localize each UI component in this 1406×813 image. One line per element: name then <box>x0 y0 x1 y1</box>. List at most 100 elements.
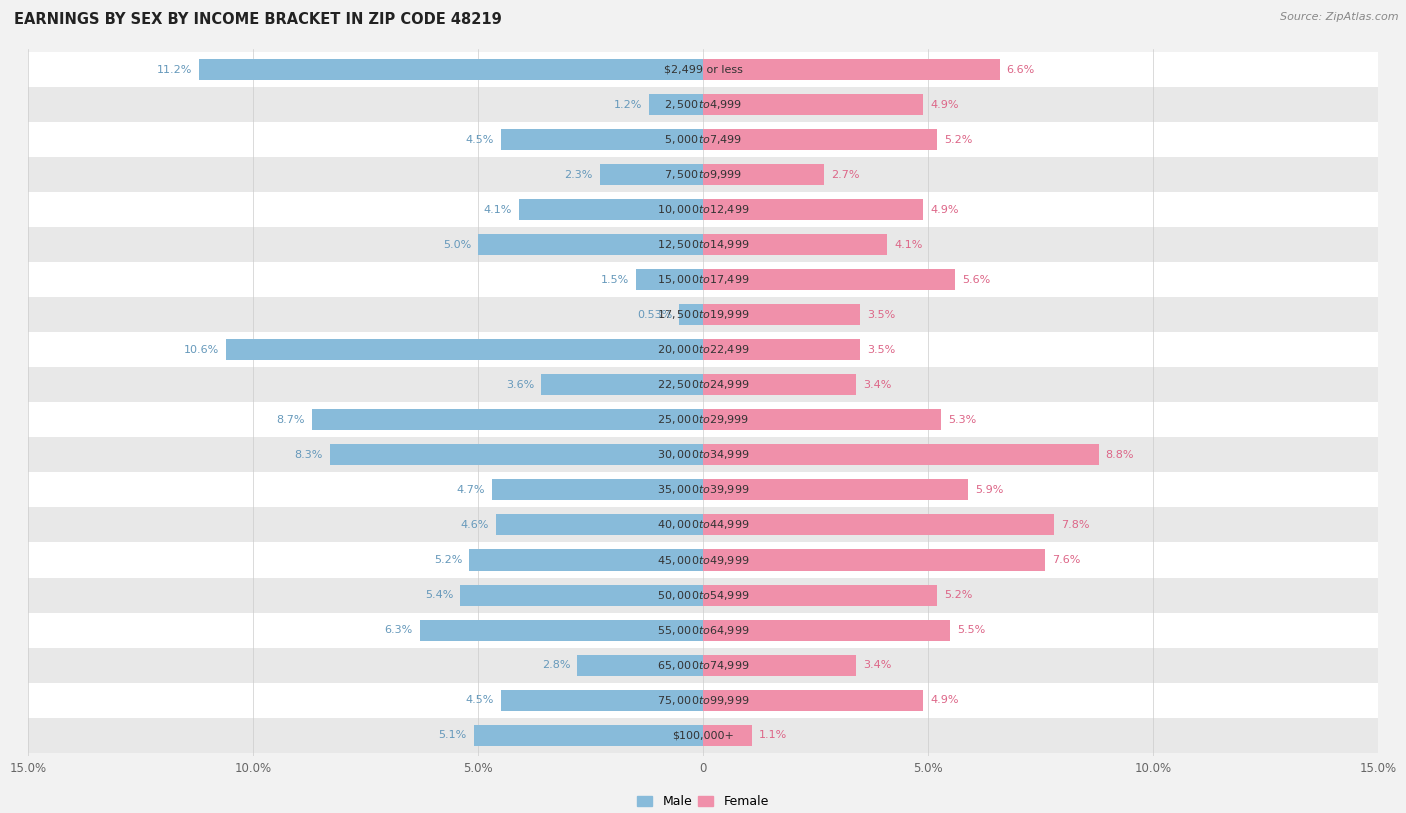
Bar <box>28 333 1378 367</box>
Bar <box>492 480 703 501</box>
Bar <box>703 410 942 430</box>
Bar <box>703 269 955 290</box>
Bar <box>28 228 1378 263</box>
Bar <box>576 654 703 676</box>
Bar <box>470 550 703 571</box>
Bar <box>703 339 860 360</box>
Text: $7,500 to $9,999: $7,500 to $9,999 <box>664 168 742 181</box>
Bar <box>28 683 1378 718</box>
Bar <box>478 234 703 255</box>
Text: 8.3%: 8.3% <box>294 450 323 460</box>
Bar <box>460 585 703 606</box>
Text: $5,000 to $7,499: $5,000 to $7,499 <box>664 133 742 146</box>
Bar <box>679 304 703 325</box>
Bar <box>200 59 703 80</box>
Bar <box>636 269 703 290</box>
Text: 10.6%: 10.6% <box>184 345 219 355</box>
Bar <box>28 612 1378 647</box>
Text: 3.4%: 3.4% <box>863 660 891 670</box>
Text: 7.8%: 7.8% <box>1060 520 1090 530</box>
Bar <box>703 129 936 150</box>
Bar <box>28 367 1378 402</box>
Text: 11.2%: 11.2% <box>157 65 193 75</box>
Bar <box>28 437 1378 472</box>
Bar <box>703 480 969 501</box>
Bar <box>28 193 1378 228</box>
Bar <box>703 445 1099 466</box>
Bar <box>329 445 703 466</box>
Text: $35,000 to $39,999: $35,000 to $39,999 <box>657 484 749 497</box>
Bar <box>703 199 924 220</box>
Bar <box>703 164 824 185</box>
Bar <box>28 577 1378 612</box>
Text: 4.1%: 4.1% <box>894 240 922 250</box>
Bar <box>28 718 1378 753</box>
Text: 2.8%: 2.8% <box>541 660 571 670</box>
Bar <box>28 507 1378 542</box>
Text: 1.2%: 1.2% <box>614 100 643 110</box>
Text: 2.3%: 2.3% <box>564 170 593 180</box>
Bar <box>474 724 703 746</box>
Bar <box>599 164 703 185</box>
Bar <box>703 654 856 676</box>
Bar <box>703 550 1045 571</box>
Text: 6.3%: 6.3% <box>385 625 413 635</box>
Text: 4.5%: 4.5% <box>465 135 494 145</box>
Text: 5.6%: 5.6% <box>962 275 990 285</box>
Bar <box>703 304 860 325</box>
Bar <box>28 158 1378 193</box>
Text: $22,500 to $24,999: $22,500 to $24,999 <box>657 378 749 391</box>
Text: $65,000 to $74,999: $65,000 to $74,999 <box>657 659 749 672</box>
Bar <box>28 263 1378 298</box>
Text: 5.1%: 5.1% <box>439 730 467 740</box>
Text: $40,000 to $44,999: $40,000 to $44,999 <box>657 519 749 532</box>
Bar <box>703 94 924 115</box>
Text: 3.6%: 3.6% <box>506 380 534 390</box>
Bar <box>419 620 703 641</box>
Text: $55,000 to $64,999: $55,000 to $64,999 <box>657 624 749 637</box>
Bar <box>650 94 703 115</box>
Bar <box>28 647 1378 683</box>
Text: 0.53%: 0.53% <box>637 310 672 320</box>
Legend: Male, Female: Male, Female <box>633 790 773 813</box>
Text: 5.2%: 5.2% <box>943 135 972 145</box>
Text: 4.6%: 4.6% <box>461 520 489 530</box>
Text: EARNINGS BY SEX BY INCOME BRACKET IN ZIP CODE 48219: EARNINGS BY SEX BY INCOME BRACKET IN ZIP… <box>14 12 502 27</box>
Bar <box>312 410 703 430</box>
Text: 1.5%: 1.5% <box>600 275 628 285</box>
Text: $17,500 to $19,999: $17,500 to $19,999 <box>657 308 749 321</box>
Bar <box>703 234 887 255</box>
Text: $45,000 to $49,999: $45,000 to $49,999 <box>657 554 749 567</box>
Text: $2,500 to $4,999: $2,500 to $4,999 <box>664 98 742 111</box>
Bar <box>28 402 1378 437</box>
Bar <box>28 298 1378 333</box>
Text: $12,500 to $14,999: $12,500 to $14,999 <box>657 238 749 251</box>
Bar <box>703 585 936 606</box>
Text: $30,000 to $34,999: $30,000 to $34,999 <box>657 449 749 462</box>
Text: 2.7%: 2.7% <box>831 170 859 180</box>
Text: 5.0%: 5.0% <box>443 240 471 250</box>
Text: 1.1%: 1.1% <box>759 730 787 740</box>
Bar <box>703 59 1000 80</box>
Text: 4.7%: 4.7% <box>457 485 485 495</box>
Text: 3.5%: 3.5% <box>868 310 896 320</box>
Bar <box>501 689 703 711</box>
Bar <box>703 689 924 711</box>
Text: 5.4%: 5.4% <box>425 590 453 600</box>
Bar <box>28 122 1378 158</box>
Bar <box>541 375 703 395</box>
Bar <box>28 87 1378 122</box>
Text: 4.9%: 4.9% <box>931 205 959 215</box>
Bar <box>703 620 950 641</box>
Text: 5.5%: 5.5% <box>957 625 986 635</box>
Bar <box>703 724 752 746</box>
Text: 5.9%: 5.9% <box>976 485 1004 495</box>
Bar <box>519 199 703 220</box>
Text: 5.2%: 5.2% <box>434 555 463 565</box>
Text: $15,000 to $17,499: $15,000 to $17,499 <box>657 273 749 286</box>
Bar <box>496 515 703 536</box>
Bar <box>226 339 703 360</box>
Text: 5.2%: 5.2% <box>943 590 972 600</box>
Text: $25,000 to $29,999: $25,000 to $29,999 <box>657 414 749 427</box>
Text: Source: ZipAtlas.com: Source: ZipAtlas.com <box>1281 12 1399 22</box>
